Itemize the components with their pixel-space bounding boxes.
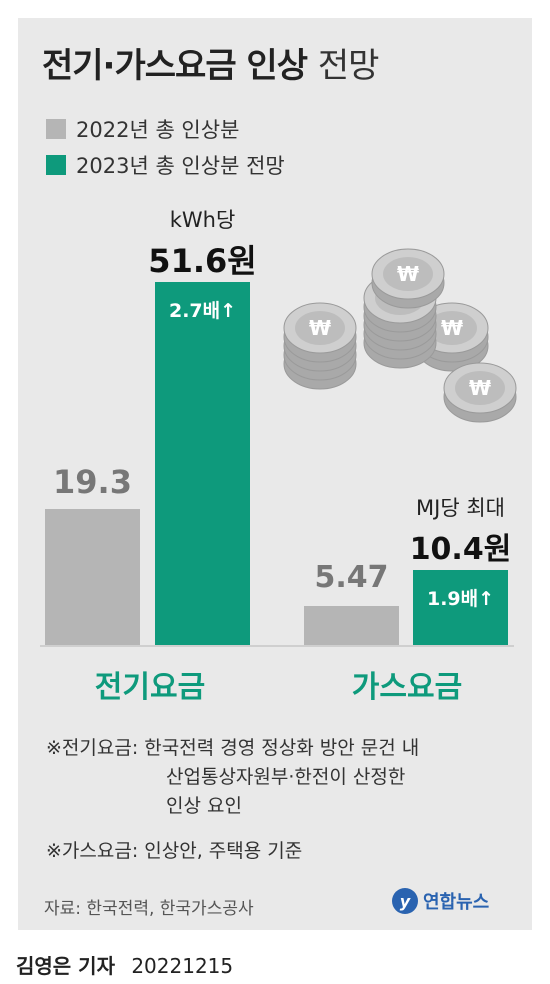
legend-label-2023: 2023년 총 인상분 전망 [76,154,285,178]
source-text: 자료: 한국전력, 한국가스공사 [44,899,254,919]
chart-panel [18,18,532,930]
value-label-gas-2023: 10.4원 [409,532,512,567]
legend-item-2023: 2023년 총 인상분 전망 [46,152,285,178]
yonhap-logo-icon: y [392,888,418,914]
yonhap-logo-text: 연합뉴스 [423,892,490,913]
coins-illustration: ₩₩₩₩₩ [283,248,517,423]
value-label-gas-2022: 5.47 [314,559,389,595]
byline: 김영은 기자 20221215 [16,950,233,979]
legend-label-2022: 2022년 총 인상분 [76,118,240,142]
coin-icon-top: ₩ [371,248,445,309]
note-electric-line-1: ※전기요금: 한국전력 경영 정상화 방안 문건 내 [46,737,420,759]
reporter-name: 김영은 기자 [16,954,115,978]
category-label-gas: 가스요금 [351,670,463,705]
legend-swatch-2022 [46,119,66,139]
svg-text:₩: ₩ [309,316,331,340]
bar-gas-2023 [413,570,508,645]
note-gas: ※가스요금: 인상안, 주택용 기준 [46,840,303,862]
svg-text:₩: ₩ [441,316,463,340]
note-electric-line-2: 산업통상자원부·한전이 산정한 [166,766,406,788]
coin-icon-left-stack: ₩ [283,302,357,390]
multiple-label-electric: 2.7배↑ [168,300,237,322]
multiple-label-gas: 1.9배↑ [426,588,495,610]
chart-baseline [40,645,514,647]
legend-item-2022: 2022년 총 인상분 [46,116,239,142]
publish-date: 20221215 [131,954,234,978]
category-label-electric: 전기요금 [94,670,206,705]
coin-icon-front-right: ₩ [443,362,517,423]
value-label-electric-2023: 51.6원 [148,242,257,280]
svg-text:₩: ₩ [469,376,491,400]
chart-title: 전기·가스요금 인상 전망 [42,38,380,87]
unit-label-electric: kWh당 [169,208,236,232]
yonhap-logo: y 연합뉴스 [392,888,489,914]
bar-electric-2022 [45,509,140,645]
chart-title-light: 전망 [317,46,380,86]
legend-swatch-2023 [46,155,66,175]
value-label-electric-2022: 19.3 [53,463,132,502]
bar-electric-2023 [155,282,250,645]
chart-title-bold: 전기·가스요금 인상 [42,46,308,86]
unit-label-gas: MJ당 최대 [416,496,505,520]
bar-gas-2022 [304,605,399,645]
svg-text:₩: ₩ [397,262,419,286]
note-electric-line-3: 인상 요인 [166,795,242,817]
